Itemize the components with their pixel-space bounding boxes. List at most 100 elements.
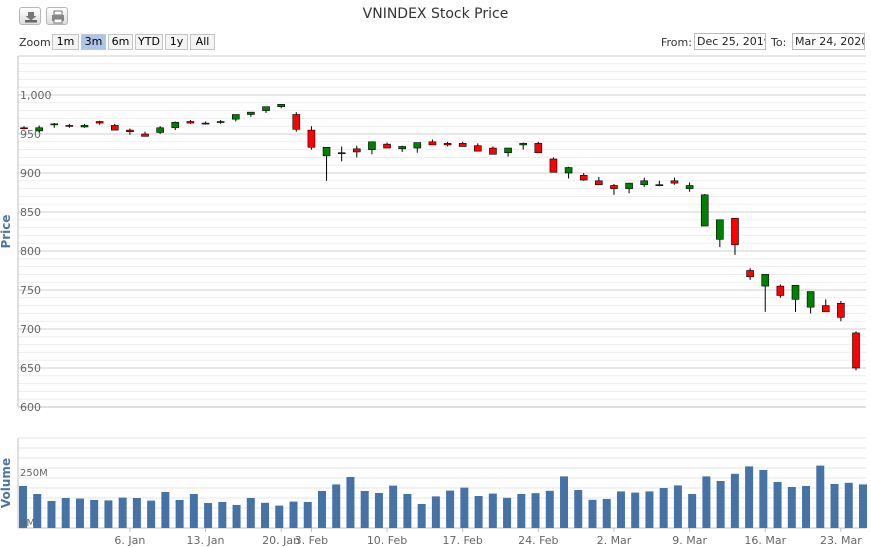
volume-bar xyxy=(261,502,270,528)
x-tick-label: 23. Mar xyxy=(820,534,862,547)
candle xyxy=(186,121,195,124)
candle xyxy=(413,142,422,149)
candle xyxy=(761,274,770,287)
zoom-1y-button[interactable]: 1y xyxy=(165,34,188,50)
candle xyxy=(700,194,709,227)
volume-bar xyxy=(289,501,298,528)
volume-tick-label: 250M xyxy=(20,468,48,479)
zoom-ytd-button[interactable]: YTD xyxy=(135,34,163,50)
candle xyxy=(110,125,119,131)
download-button[interactable] xyxy=(19,7,41,25)
candle xyxy=(156,127,164,133)
candle xyxy=(428,141,437,146)
candle xyxy=(50,123,59,126)
x-tick-label: 17. Feb xyxy=(442,534,482,547)
chart-title: VNINDEX Stock Price xyxy=(362,6,509,22)
candle xyxy=(564,167,573,174)
y-tick-label: 750 xyxy=(20,284,41,297)
volume-bar xyxy=(132,498,141,528)
candle xyxy=(141,133,149,137)
candle xyxy=(80,125,89,128)
volume-bar xyxy=(830,484,839,528)
x-tick-label: 16. Mar xyxy=(744,534,786,547)
candle xyxy=(216,121,225,123)
volume-bar xyxy=(47,501,56,528)
zoom-label: Zoom xyxy=(19,36,51,49)
candle xyxy=(277,104,285,108)
volume-bar xyxy=(332,484,341,528)
volume-bar xyxy=(688,494,697,528)
volume-bar xyxy=(645,491,654,528)
volume-bar xyxy=(545,490,554,528)
candle xyxy=(201,122,210,125)
volume-bar xyxy=(403,494,412,528)
volume-bar xyxy=(474,496,483,528)
y-tick-label: 900 xyxy=(20,167,41,180)
candle xyxy=(489,147,497,155)
y-tick-label: 600 xyxy=(20,401,41,414)
candle xyxy=(368,141,376,150)
candle xyxy=(504,147,512,154)
zoom-all-button[interactable]: All xyxy=(190,34,215,50)
volume-bar xyxy=(602,499,611,528)
range-from-label: From: xyxy=(661,36,692,49)
candle xyxy=(595,180,603,186)
candle xyxy=(95,121,104,124)
zoom-3m-button[interactable]: 3m xyxy=(81,34,106,50)
candle xyxy=(383,143,391,149)
candle xyxy=(231,114,240,120)
candle xyxy=(821,305,830,313)
candle xyxy=(579,175,588,181)
candle xyxy=(534,143,543,154)
x-tick-label: 10. Feb xyxy=(367,534,407,547)
volume-bar xyxy=(531,493,540,528)
volume-bar xyxy=(730,473,739,528)
range-to-input[interactable]: Mar 24, 2020 xyxy=(792,33,865,50)
candle xyxy=(549,158,558,173)
volume-bar xyxy=(389,485,398,528)
x-tick-label: 20. Jan xyxy=(262,534,300,547)
candle xyxy=(398,146,406,150)
volume-bar xyxy=(346,477,355,528)
x-tick-label: 6. Jan xyxy=(114,534,145,547)
y-tick-label: 650 xyxy=(20,362,41,375)
volume-bar xyxy=(802,486,811,528)
zoom-1m-button[interactable]: 1m xyxy=(52,34,79,50)
volume-axis-title: Volume xyxy=(0,458,13,508)
candle xyxy=(292,114,301,130)
volume-bar xyxy=(673,485,682,528)
x-tick-label: 2. Mar xyxy=(597,534,632,547)
zoom-6m-button[interactable]: 6m xyxy=(108,34,133,50)
range-from-input[interactable]: Dec 25, 2019 xyxy=(694,33,766,50)
candle xyxy=(35,127,43,132)
candle xyxy=(670,180,679,184)
price-axis-title: Price xyxy=(0,214,13,248)
candle xyxy=(837,302,845,318)
volume-bar xyxy=(189,494,198,528)
volume-bar xyxy=(787,487,796,528)
range-to-label: To: xyxy=(771,36,787,49)
volume-bar xyxy=(460,487,469,528)
candle xyxy=(852,332,860,369)
volume-bar xyxy=(431,496,440,528)
volume-bar xyxy=(374,493,383,528)
candle xyxy=(791,285,800,300)
volume-bar xyxy=(232,505,241,528)
volume-bar xyxy=(517,494,526,528)
volume-bar xyxy=(161,492,170,528)
candle xyxy=(352,148,361,153)
candle xyxy=(65,125,74,127)
volume-bar xyxy=(61,498,70,528)
download-icon xyxy=(25,12,37,23)
candle xyxy=(171,122,180,129)
volume-bar xyxy=(859,484,867,528)
volume-bar xyxy=(844,482,853,528)
y-tick-label: 850 xyxy=(20,206,41,219)
volume-bar xyxy=(745,466,754,528)
print-button[interactable] xyxy=(46,7,68,25)
candle xyxy=(322,146,331,157)
volume-bar xyxy=(417,504,426,528)
candle xyxy=(474,145,482,152)
candle xyxy=(20,127,28,130)
